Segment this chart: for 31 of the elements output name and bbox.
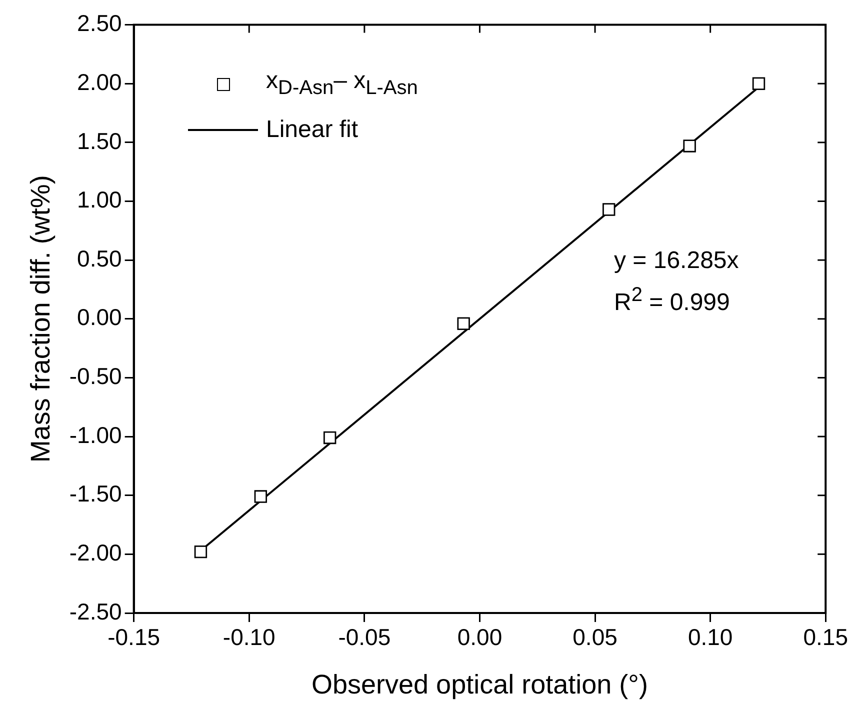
x-tick-label: -0.05 [338, 624, 391, 650]
x-tick-label: 0.10 [688, 624, 733, 650]
x-tick-label: 0.05 [572, 624, 618, 650]
y-tick-label: -1.50 [69, 480, 122, 507]
annotation: R$^{2}$ = 0.999 [614, 283, 731, 318]
x-tick-label: -0.15 [108, 624, 160, 650]
legend-label: x$_{D-Asn}$– x$_{L-Asn}$ [266, 66, 418, 101]
y-tick-label: 1.50 [77, 128, 122, 154]
y-tick-label: 0.00 [77, 304, 122, 330]
x-axis-title: Observed optical rotation (°) [311, 669, 648, 700]
point [683, 140, 696, 152]
y-tick-label: -0.50 [69, 363, 122, 390]
legend-label: Linear fit [266, 114, 358, 145]
x-tick-label: 0.15 [803, 624, 848, 650]
point [457, 317, 470, 330]
point [254, 490, 268, 503]
point [602, 203, 616, 216]
point [194, 545, 208, 558]
y-tick-label: -2.50 [69, 598, 122, 624]
y-tick-label: -1.00 [69, 422, 122, 448]
y-tick-label: 2.00 [77, 68, 122, 95]
x-tick-label: -0.10 [222, 624, 276, 650]
point [323, 431, 336, 444]
point [752, 77, 766, 90]
y-axis-title: Mass fraction diff. (wt%) [26, 175, 56, 463]
y-tick-label: 1.00 [77, 186, 122, 213]
y-tick-label: 2.50 [77, 10, 122, 36]
annotation: y = 16.285x [614, 246, 739, 276]
y-tick-label: 0.50 [77, 245, 122, 272]
x-tick-label: 0.00 [457, 624, 502, 650]
y-tick-label: -2.00 [69, 540, 122, 566]
